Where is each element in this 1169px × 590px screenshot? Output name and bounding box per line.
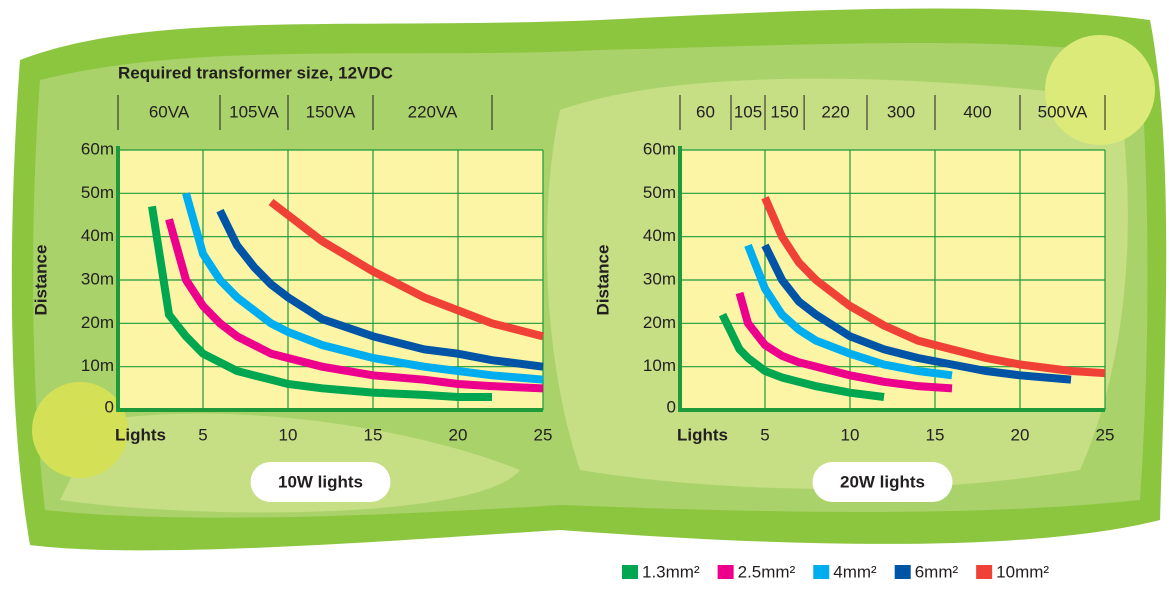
transformer-size: 60 [696, 102, 715, 121]
x-tick-label: 10 [841, 425, 860, 444]
transformer-size: 220VA [408, 102, 458, 121]
legend-swatch [622, 565, 638, 579]
transformer-size: 150 [770, 102, 798, 121]
transformer-size: 220 [821, 102, 849, 121]
y-tick-label: 20m [643, 313, 676, 332]
transformer-size: 105 [734, 102, 762, 121]
legend-swatch [718, 565, 734, 579]
legend-label: 2.5mm² [738, 562, 796, 581]
y-tick-label: 60m [643, 139, 676, 158]
x-tick-label: 5 [198, 425, 207, 444]
x-tick-label: 25 [534, 425, 553, 444]
x-tick-label: 15 [926, 425, 945, 444]
chart: Required transformer size, 12VDC 0 10m 20m… [0, 0, 1169, 585]
y-tick-label: 60m [81, 139, 114, 158]
transformer-size: 500VA [1038, 102, 1088, 121]
x-tick-label: 15 [364, 425, 383, 444]
decor-plant [1045, 35, 1155, 145]
x-axis-label: Lights [115, 425, 166, 444]
transformer-size: 60VA [149, 102, 190, 121]
y-axis-label: Distance [31, 245, 50, 316]
legend-swatch [895, 565, 911, 579]
transformer-size: 105VA [229, 102, 279, 121]
legend-swatch [813, 565, 829, 579]
legend-label: 4mm² [833, 562, 877, 581]
x-tick-label: 20 [449, 425, 468, 444]
legend-label: 6mm² [915, 562, 959, 581]
legend-label: 1.3mm² [642, 562, 700, 581]
caption: 20W lights [840, 472, 925, 491]
caption: 10W lights [278, 472, 363, 491]
y-tick-label: 0 [667, 397, 676, 416]
y-tick-label: 40m [643, 226, 676, 245]
x-tick-label: 10 [279, 425, 298, 444]
x-tick-label: 5 [760, 425, 769, 444]
y-tick-label: 40m [81, 226, 114, 245]
y-axis-label: Distance [593, 245, 612, 316]
y-tick-label: 50m [643, 183, 676, 202]
decor-plant [32, 382, 128, 478]
y-tick-label: 20m [81, 313, 114, 332]
transformer-size: 400 [963, 102, 991, 121]
page: {"chart_data": [ {"type": "line", "title… [0, 0, 1169, 585]
x-axis-label: Lights [677, 425, 728, 444]
legend-swatch [976, 565, 992, 579]
legend-label: 10mm² [996, 562, 1049, 581]
y-tick-label: 30m [81, 269, 114, 288]
y-tick-label: 50m [81, 183, 114, 202]
transformer-size: 150VA [306, 102, 356, 121]
y-tick-label: 0 [105, 397, 114, 416]
x-tick-label: 25 [1096, 425, 1115, 444]
x-tick-label: 20 [1011, 425, 1030, 444]
y-tick-label: 30m [643, 269, 676, 288]
transformer-size: 300 [887, 102, 915, 121]
y-tick-label: 10m [81, 356, 114, 375]
y-tick-label: 10m [643, 356, 676, 375]
header: Required transformer size, 12VDC [118, 63, 393, 82]
